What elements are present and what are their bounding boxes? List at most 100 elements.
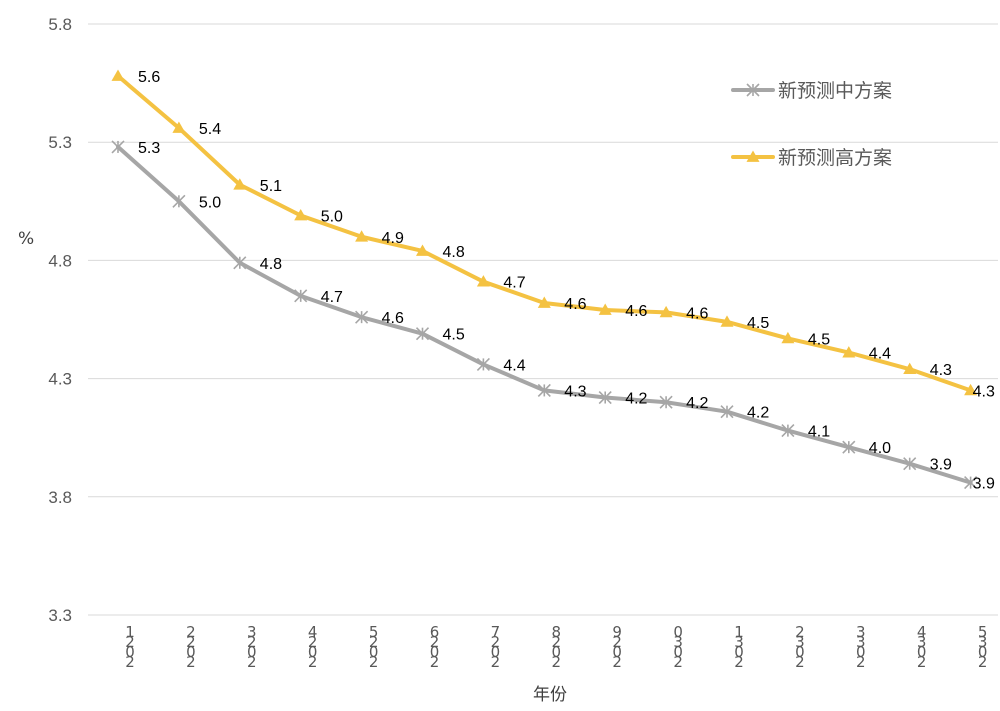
legend-item: 新预测中方案 [731, 80, 892, 102]
x-tick-char: 0 [612, 643, 622, 661]
y-tick-label: 3.3 [48, 606, 72, 625]
asterisk-marker [233, 256, 247, 270]
x-tick-char: 0 [856, 643, 866, 661]
series-line [116, 74, 973, 393]
x-tick-char: 2 [369, 653, 379, 671]
x-tick-char: 6 [430, 623, 440, 641]
data-label: 4.6 [686, 305, 708, 322]
x-tick-char: 3 [247, 623, 257, 641]
x-tick-char: 0 [369, 643, 379, 661]
x-tick-char: 0 [673, 643, 683, 661]
y-tick-label: 5.8 [48, 15, 72, 34]
series-line [116, 144, 973, 485]
x-tick-char: 0 [795, 643, 805, 661]
x-tick-char: 0 [430, 643, 440, 661]
triangle-marker [416, 244, 429, 256]
x-tick-char: 0 [308, 643, 318, 661]
asterisk-marker [598, 390, 612, 405]
gridlines [88, 23, 998, 616]
x-tick-char: 1 [734, 623, 744, 641]
x-tick-char: 0 [978, 643, 988, 661]
x-tick-char: 0 [917, 643, 927, 661]
x-tick-char: 1 [125, 623, 135, 641]
data-label: 4.6 [564, 296, 586, 313]
x-tick-char: 0 [734, 643, 744, 661]
x-tick-char: 2 [308, 633, 318, 651]
x-tick-char: 0 [247, 643, 257, 661]
asterisk-marker [964, 476, 978, 490]
data-label: 5.0 [321, 208, 343, 225]
x-tick-char: 2 [552, 633, 562, 651]
y-axis: 3.3 3.8 4.3 4.8 5.3 5.8 [48, 15, 72, 625]
triangle-marker [598, 303, 612, 315]
data-label: 4.7 [321, 289, 343, 306]
triangle-marker [720, 315, 734, 327]
asterisk-marker [659, 395, 673, 409]
data-label: 4.5 [443, 327, 465, 344]
y-tick-label: 3.8 [48, 488, 72, 507]
asterisk-marker [415, 327, 430, 341]
x-tick-char: 2 [369, 633, 379, 651]
asterisk-marker [355, 310, 369, 324]
x-tick-char: 3 [856, 623, 866, 641]
x-tick-char: 2 [978, 653, 988, 671]
series [111, 69, 978, 490]
asterisk-marker [172, 194, 186, 208]
x-tick-char: 2 [795, 623, 805, 641]
x-tick-char: 3 [856, 633, 866, 651]
x-tick-char: 0 [673, 623, 683, 641]
data-label: 4.8 [443, 244, 465, 261]
x-tick-char: 3 [917, 633, 927, 651]
x-tick-char: 0 [186, 643, 196, 661]
data-label: 3.9 [930, 457, 952, 474]
triangle-marker [964, 383, 978, 396]
data-label: 5.0 [199, 194, 221, 211]
x-axis: 1202220232024202520262027202820292020302… [125, 623, 987, 671]
data-label: 5.6 [138, 69, 160, 86]
x-tick-char: 3 [978, 633, 988, 651]
x-tick-char: 2 [247, 653, 257, 671]
x-tick-char: 2 [612, 633, 622, 651]
asterisk-marker [720, 405, 734, 419]
x-tick-char: 0 [491, 643, 501, 661]
x-tick-char: 2 [308, 653, 318, 671]
triangle-marker [233, 178, 247, 190]
triangle-marker [294, 208, 308, 221]
x-tick-char: 0 [552, 643, 562, 661]
data-label: 5.4 [199, 121, 221, 138]
data-label: 4.2 [747, 405, 769, 422]
x-tick-char: 2 [856, 653, 866, 671]
data-label: 4.3 [564, 383, 586, 400]
data-labels: 5.3 5.0 4.8 4.7 4.6 4.5 4.4 4.3 4.2 4.2 4.2 4.1 4.0 3… [138, 69, 995, 493]
triangle-marker [659, 305, 673, 318]
data-label: 4.7 [503, 275, 525, 292]
series-high [111, 69, 978, 396]
asterisk-marker [476, 357, 490, 371]
x-tick-char: 9 [612, 623, 622, 641]
data-label: 4.2 [686, 395, 708, 412]
triangle-marker [842, 346, 856, 358]
asterisk-marker [842, 440, 856, 454]
asterisk-marker [746, 83, 760, 97]
x-tick-char: 8 [552, 623, 562, 641]
triangle-marker [476, 275, 490, 287]
asterisk-marker [903, 457, 917, 471]
legend-label: 新预测中方案 [778, 80, 892, 102]
x-tick-char: 2 [430, 653, 440, 671]
triangle-marker [355, 230, 369, 242]
x-tick-char: 2 [491, 653, 501, 671]
data-label: 4.2 [625, 391, 647, 408]
x-tick-char: 5 [978, 623, 988, 641]
